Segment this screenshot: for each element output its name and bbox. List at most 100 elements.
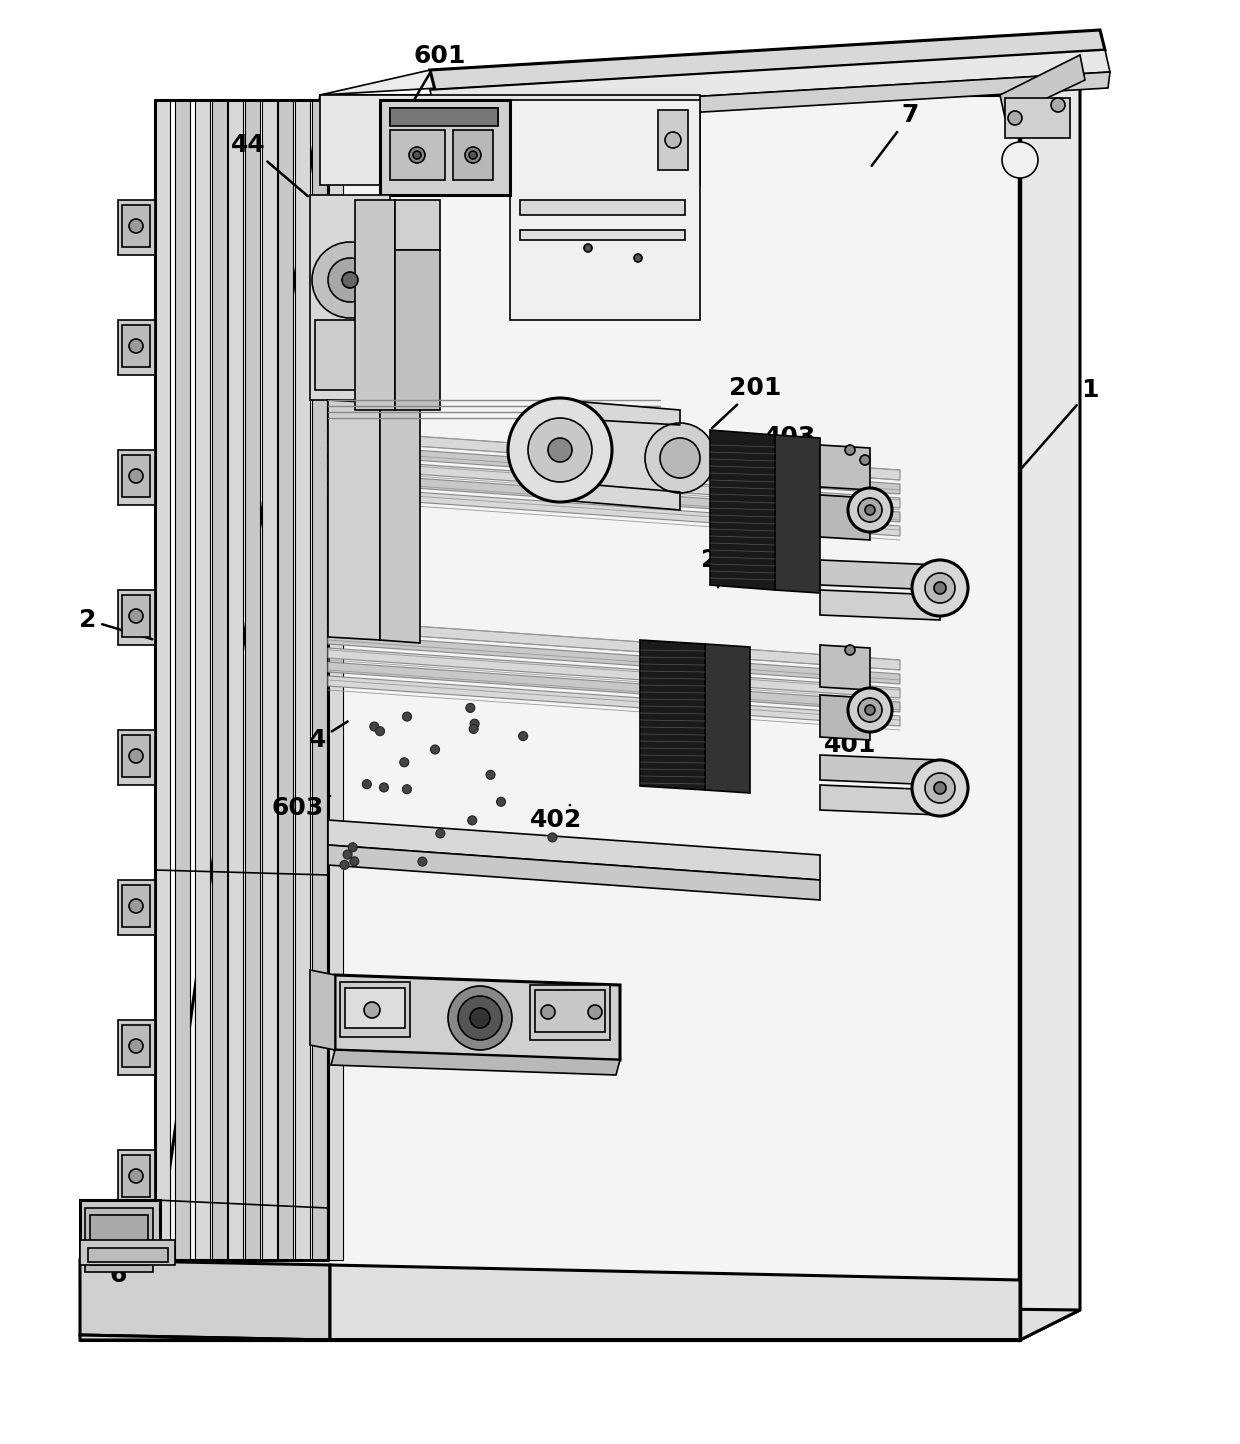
Text: 4: 4: [309, 722, 347, 752]
Circle shape: [911, 560, 968, 617]
Polygon shape: [118, 1019, 155, 1074]
Circle shape: [379, 783, 388, 791]
Circle shape: [660, 438, 701, 478]
Bar: [340, 982, 410, 1037]
Polygon shape: [396, 250, 440, 410]
Text: 8: 8: [532, 986, 557, 1012]
Polygon shape: [510, 100, 701, 321]
Circle shape: [129, 609, 143, 622]
Polygon shape: [335, 975, 620, 1060]
Bar: [86, 1209, 153, 1272]
Polygon shape: [118, 591, 155, 645]
Circle shape: [342, 271, 358, 287]
Bar: [520, 230, 684, 240]
Text: 6: 6: [109, 1259, 143, 1287]
Circle shape: [129, 469, 143, 482]
Polygon shape: [310, 195, 391, 400]
Bar: [520, 201, 684, 215]
Bar: [315, 321, 383, 390]
Text: 403: 403: [764, 425, 816, 478]
Text: 20: 20: [701, 549, 735, 588]
Circle shape: [409, 147, 425, 163]
Polygon shape: [155, 100, 170, 1261]
Circle shape: [665, 131, 681, 147]
Polygon shape: [175, 100, 190, 1261]
Bar: [453, 130, 494, 180]
Text: 601: 601: [408, 43, 466, 110]
Circle shape: [858, 697, 882, 722]
Polygon shape: [329, 472, 900, 521]
Polygon shape: [262, 100, 277, 1261]
Bar: [91, 1214, 148, 1265]
Circle shape: [465, 147, 481, 163]
Polygon shape: [246, 100, 260, 1261]
Circle shape: [634, 254, 642, 261]
Circle shape: [350, 856, 358, 866]
Circle shape: [343, 851, 352, 859]
Polygon shape: [331, 1050, 620, 1074]
Text: 1: 1: [1022, 378, 1099, 468]
Polygon shape: [820, 445, 870, 490]
Circle shape: [645, 423, 715, 492]
Polygon shape: [396, 201, 440, 250]
Text: 401: 401: [823, 734, 877, 765]
Circle shape: [584, 244, 591, 253]
Polygon shape: [145, 95, 1021, 1340]
Polygon shape: [228, 100, 243, 1261]
Polygon shape: [999, 55, 1085, 118]
Bar: [88, 1248, 167, 1262]
Circle shape: [861, 455, 870, 465]
Bar: [122, 205, 150, 247]
Bar: [391, 108, 498, 126]
Text: 44: 44: [231, 133, 308, 196]
Circle shape: [129, 1040, 143, 1053]
Circle shape: [129, 749, 143, 762]
Bar: [1004, 98, 1070, 139]
Polygon shape: [118, 201, 155, 256]
Circle shape: [848, 488, 892, 531]
Circle shape: [858, 498, 882, 521]
Text: 201: 201: [712, 375, 781, 427]
Polygon shape: [560, 400, 680, 510]
Circle shape: [469, 725, 479, 734]
Circle shape: [548, 833, 557, 842]
Polygon shape: [329, 820, 820, 879]
Circle shape: [370, 722, 379, 731]
Polygon shape: [278, 100, 293, 1261]
Bar: [122, 1025, 150, 1067]
Polygon shape: [329, 443, 900, 494]
Circle shape: [518, 732, 528, 741]
Polygon shape: [81, 1336, 1021, 1340]
Circle shape: [365, 1002, 379, 1018]
Circle shape: [541, 1005, 556, 1019]
Polygon shape: [81, 1200, 160, 1279]
Polygon shape: [310, 970, 335, 1050]
Circle shape: [925, 573, 955, 604]
Circle shape: [844, 445, 856, 455]
Circle shape: [866, 505, 875, 516]
Bar: [529, 985, 610, 1040]
Circle shape: [129, 219, 143, 232]
Circle shape: [466, 703, 475, 712]
Bar: [122, 1155, 150, 1197]
Bar: [122, 455, 150, 497]
Polygon shape: [118, 451, 155, 505]
Polygon shape: [820, 645, 870, 690]
Circle shape: [1008, 111, 1022, 126]
Circle shape: [448, 986, 512, 1050]
Circle shape: [934, 783, 946, 794]
Text: 603: 603: [272, 796, 330, 820]
Circle shape: [911, 760, 968, 816]
Polygon shape: [81, 1240, 175, 1265]
Circle shape: [129, 900, 143, 913]
Polygon shape: [329, 458, 900, 508]
Circle shape: [496, 797, 506, 806]
Bar: [658, 110, 688, 170]
Bar: [391, 130, 445, 180]
Circle shape: [1002, 142, 1038, 178]
Polygon shape: [329, 400, 379, 640]
Circle shape: [848, 687, 892, 732]
Polygon shape: [320, 95, 701, 185]
Polygon shape: [212, 100, 227, 1261]
Text: 402: 402: [529, 804, 582, 832]
